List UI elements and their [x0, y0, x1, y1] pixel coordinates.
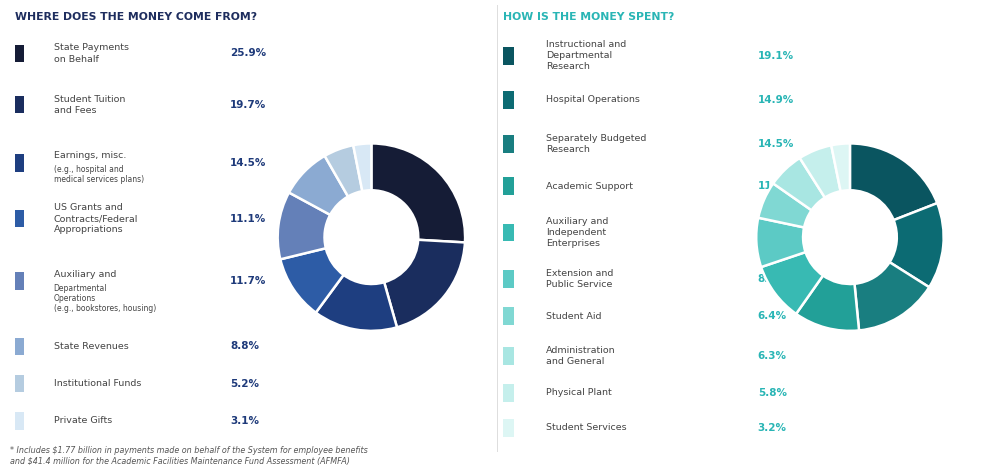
Wedge shape — [831, 143, 850, 191]
Bar — [503, 47, 513, 65]
Text: 3.1%: 3.1% — [230, 416, 259, 426]
Text: (e.g., hospital and
medical services plans): (e.g., hospital and medical services pla… — [54, 165, 144, 185]
Text: Student Aid: Student Aid — [546, 312, 601, 321]
Text: 8.5%: 8.5% — [758, 274, 787, 284]
Text: 5.8%: 5.8% — [758, 388, 787, 398]
Bar — [15, 338, 24, 355]
Text: Separately Budgeted
Research: Separately Budgeted Research — [546, 134, 646, 154]
Wedge shape — [756, 218, 806, 267]
Bar — [503, 270, 513, 288]
Bar — [503, 419, 513, 437]
Bar — [15, 272, 24, 290]
Wedge shape — [759, 183, 812, 227]
Text: Hospital Operations: Hospital Operations — [546, 95, 640, 105]
Text: Auxiliary and
Independent
Enterprises: Auxiliary and Independent Enterprises — [546, 217, 608, 248]
Text: * Includes $1.77 billion in payments made on behalf of the System for employee b: * Includes $1.77 billion in payments mad… — [10, 446, 368, 465]
Text: Academic Support: Academic Support — [546, 181, 633, 191]
Text: 25.9%: 25.9% — [230, 48, 266, 59]
Text: Student Services: Student Services — [546, 423, 626, 432]
Bar — [503, 347, 513, 365]
Text: 6.3%: 6.3% — [758, 351, 787, 361]
Text: Student Tuition
and Fees: Student Tuition and Fees — [54, 94, 125, 115]
Text: 11.1%: 11.1% — [230, 213, 266, 224]
Text: Physical Plant: Physical Plant — [546, 388, 611, 398]
Bar — [15, 210, 24, 227]
Wedge shape — [384, 240, 465, 327]
Text: 14.5%: 14.5% — [230, 158, 266, 168]
Wedge shape — [278, 193, 330, 259]
Wedge shape — [289, 156, 348, 215]
Text: State Payments
on Behalf: State Payments on Behalf — [54, 43, 129, 64]
Text: 14.5%: 14.5% — [758, 139, 794, 149]
Wedge shape — [773, 158, 825, 210]
Bar — [15, 96, 24, 113]
Bar — [503, 224, 513, 241]
Text: WHERE DOES THE MONEY COME FROM?: WHERE DOES THE MONEY COME FROM? — [15, 12, 256, 22]
Bar — [503, 384, 513, 402]
Bar — [15, 412, 24, 430]
Text: 19.7%: 19.7% — [230, 100, 266, 110]
Wedge shape — [280, 248, 344, 312]
Wedge shape — [353, 143, 372, 191]
Wedge shape — [889, 203, 943, 287]
Text: HOW IS THE MONEY SPENT?: HOW IS THE MONEY SPENT? — [503, 12, 675, 22]
Text: Institutional Funds: Institutional Funds — [54, 379, 141, 388]
Wedge shape — [849, 143, 937, 220]
Wedge shape — [800, 146, 840, 198]
Text: Extension and
Public Service: Extension and Public Service — [546, 269, 613, 289]
Text: 5.2%: 5.2% — [230, 379, 259, 389]
Text: Departmental
Operations
(e.g., bookstores, housing): Departmental Operations (e.g., bookstore… — [54, 284, 156, 313]
Text: US Grants and
Contracts/Federal
Appropriations: US Grants and Contracts/Federal Appropri… — [54, 203, 138, 234]
Text: Auxiliary and: Auxiliary and — [54, 270, 116, 279]
Text: 8.8%: 8.8% — [230, 341, 259, 352]
Wedge shape — [316, 275, 397, 331]
Bar — [15, 45, 24, 62]
Text: Administration
and General: Administration and General — [546, 345, 615, 366]
Text: 3.2%: 3.2% — [758, 423, 787, 433]
Bar — [15, 375, 24, 392]
Bar — [503, 135, 513, 153]
Text: Instructional and
Departmental
Research: Instructional and Departmental Research — [546, 40, 626, 72]
Bar — [503, 91, 513, 109]
Text: 11.7%: 11.7% — [230, 276, 266, 286]
Wedge shape — [796, 275, 859, 331]
Text: 14.9%: 14.9% — [758, 95, 794, 105]
Wedge shape — [854, 262, 929, 331]
Text: 19.1%: 19.1% — [758, 51, 794, 61]
Text: 10.1%: 10.1% — [758, 227, 794, 238]
Text: State Revenues: State Revenues — [54, 342, 129, 351]
Text: Earnings, misc.: Earnings, misc. — [54, 152, 126, 160]
Wedge shape — [325, 145, 362, 197]
Wedge shape — [371, 143, 465, 242]
Bar — [503, 177, 513, 195]
Text: 11.3%: 11.3% — [758, 181, 794, 191]
Wedge shape — [761, 252, 823, 314]
Text: 6.4%: 6.4% — [758, 311, 787, 321]
Text: Private Gifts: Private Gifts — [54, 416, 112, 425]
Bar — [15, 154, 24, 172]
Bar — [503, 307, 513, 325]
